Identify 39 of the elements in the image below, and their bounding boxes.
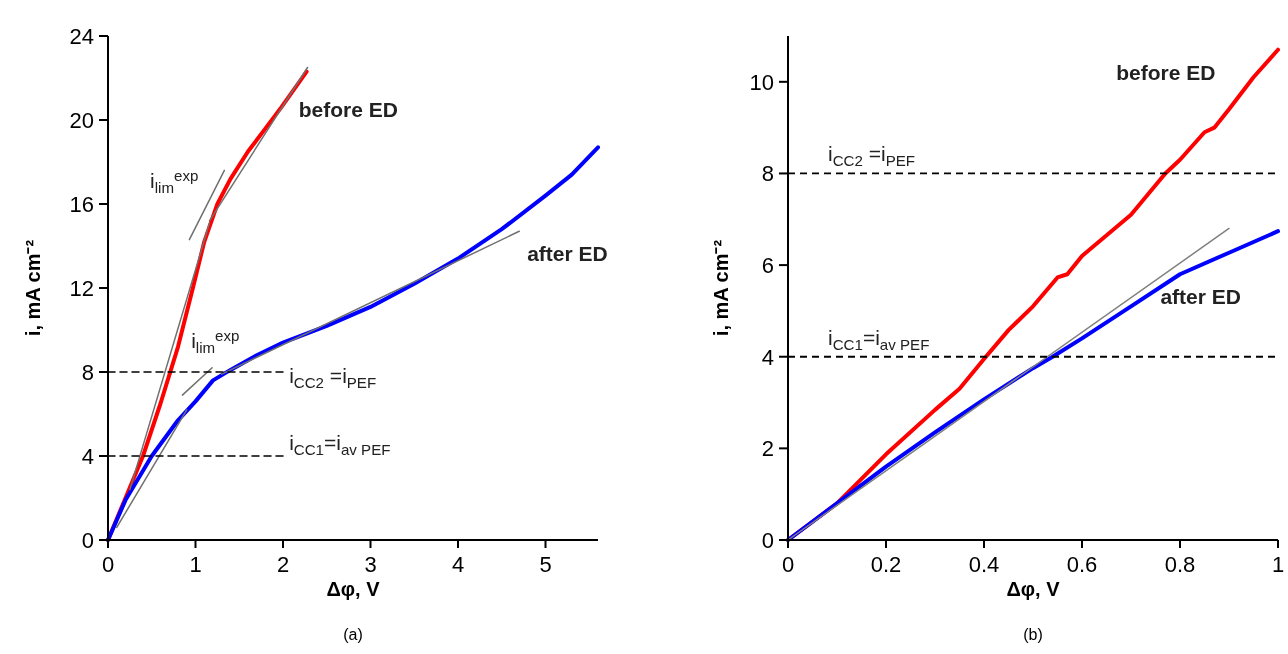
series-label: before ED (298, 97, 398, 121)
ref-line-label: i$_{CC2}$ =i$_{PEF}$ (828, 142, 916, 169)
x-tick-label: 0.2 (870, 552, 902, 577)
y-tick-label: 0 (81, 528, 94, 553)
y-tick-label: 6 (761, 253, 774, 279)
text: (a) (343, 626, 363, 643)
y-tick-label: 4 (761, 344, 774, 370)
x-tick-label: 0.4 (968, 552, 1000, 577)
x-tick-label: 5 (539, 552, 552, 577)
x-tick-label: 0.6 (1066, 552, 1098, 577)
x-tick-label: 2 (276, 552, 290, 577)
y-axis-title: i, mA cm⁻² (710, 239, 732, 337)
x-tick-label: 4 (451, 552, 465, 577)
series-label: i$_{CC2}$ =i$_{PEF}$ (289, 364, 377, 391)
x-axis-title: Δφ, V (326, 578, 381, 600)
y-tick-label: 12 (69, 276, 94, 301)
x-tick-label: 1 (1271, 552, 1285, 577)
series-label: after ED (1160, 285, 1241, 309)
text: (b) (1023, 626, 1043, 643)
x-tick-label: 1 (189, 552, 202, 577)
y-tick-label: 8 (761, 161, 774, 187)
x-tick-label: 0.8 (1164, 552, 1196, 577)
series-label: i$_{CC1}$=i$_{av PEF}$ (289, 431, 391, 458)
x-tick-label: 0 (101, 552, 115, 577)
y-tick-label: 2 (761, 436, 774, 462)
y-tick-label: 10 (749, 69, 774, 95)
y-axis-title: i, mA cm⁻² (22, 239, 44, 337)
series-label: before ED (1116, 60, 1216, 84)
x-tick-label: 0 (781, 552, 795, 577)
y-tick-label: 16 (69, 192, 94, 217)
y-tick-label: 4 (81, 444, 94, 469)
series-label: after ED (527, 242, 608, 266)
x-axis-title: Δφ, V (1006, 578, 1061, 600)
y-tick-label: 8 (81, 360, 94, 385)
y-tick-label: 24 (69, 24, 94, 49)
x-tick-label: 3 (364, 552, 377, 577)
y-tick-label: 0 (761, 528, 774, 553)
ref-line-label: i$_{CC1}$=i$_{av PEF}$ (828, 325, 930, 353)
y-tick-label: 20 (69, 108, 94, 133)
